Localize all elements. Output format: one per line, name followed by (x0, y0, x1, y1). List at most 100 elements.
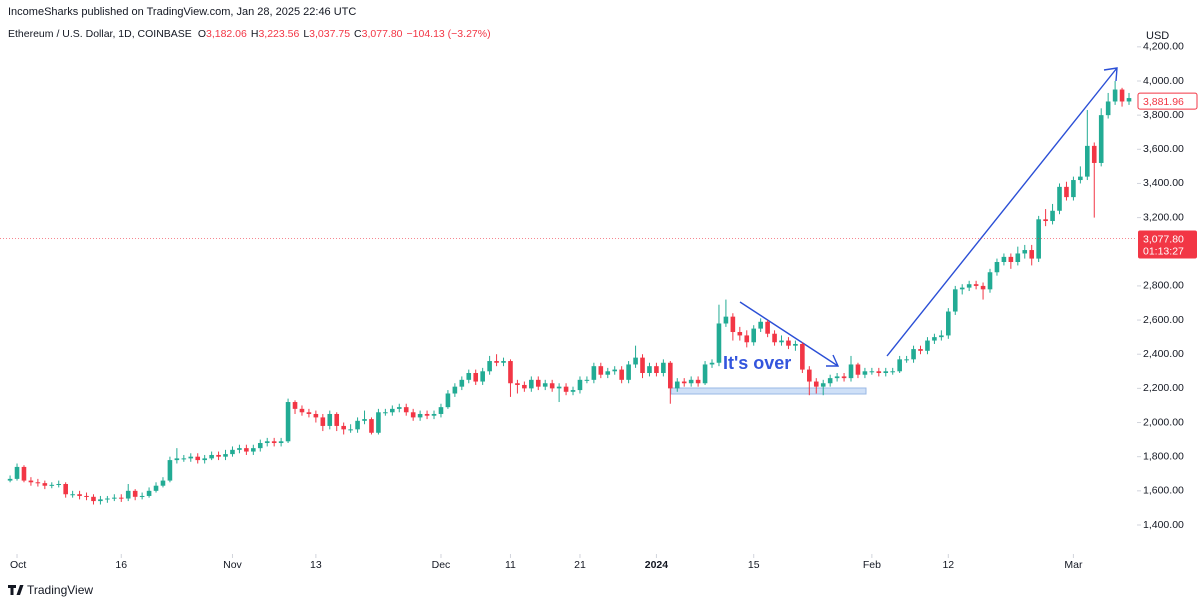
candle-body (21, 466, 27, 481)
candle-body (355, 420, 360, 430)
candle-body (146, 490, 152, 496)
candle-body (841, 376, 847, 379)
x-tick-label: Feb (863, 559, 881, 571)
candle-body (480, 371, 485, 382)
down-arrow (739, 301, 839, 367)
candle-body (445, 393, 451, 408)
logo (8, 585, 24, 595)
candle-body (306, 412, 312, 414)
x-tick-label: Dec (432, 559, 451, 571)
candle-body (396, 407, 402, 409)
x-tick-label: 2024 (645, 559, 669, 571)
candle-body (77, 494, 82, 496)
candle-body (598, 366, 604, 375)
y-tick-label: 1,400.00 (1143, 519, 1184, 531)
candle-body (42, 483, 48, 486)
candle-body (28, 480, 34, 483)
ohlc-key: C (354, 28, 362, 40)
candle-body (237, 448, 242, 450)
y-tick-label: 3,600.00 (1143, 143, 1184, 155)
y-tick-label: 2,000.00 (1143, 416, 1184, 428)
candle-body (278, 441, 284, 444)
y-tick-label: 2,600.00 (1143, 314, 1184, 326)
candle-body (98, 499, 103, 502)
symbol: Ethereum / U.S. Dollar, 1D, COINBASE (8, 28, 192, 40)
up-arrow (886, 67, 1118, 357)
candle-body (508, 361, 513, 384)
candle-body (181, 458, 187, 460)
candle-body (299, 408, 305, 413)
x-tick-label: 12 (942, 559, 954, 571)
candle-body (939, 335, 944, 338)
marker-price-box (1137, 92, 1198, 110)
x-tick-label: 21 (574, 559, 586, 571)
candle-body (230, 449, 235, 455)
x-tick-label: Nov (223, 559, 242, 571)
ohlc-key: H (251, 28, 259, 40)
x-tick-label: 16 (115, 559, 127, 571)
candle-body (410, 412, 416, 418)
candle-body (535, 379, 541, 387)
candle-body (285, 402, 291, 442)
candle-body (1085, 145, 1090, 177)
candle-body (494, 361, 499, 363)
candle-body (1022, 250, 1028, 254)
candle-body (1015, 253, 1021, 263)
candle-body (369, 419, 374, 433)
candle-body (661, 362, 666, 374)
candle-body (35, 482, 41, 484)
candle-body (1064, 186, 1069, 198)
candle-body (383, 412, 388, 414)
candle-body (487, 361, 492, 372)
candle-body (772, 333, 777, 343)
candle-body (925, 340, 930, 351)
candle-body (626, 364, 631, 380)
candle-body (118, 497, 124, 499)
candle-body (890, 371, 896, 373)
candle-body (459, 379, 465, 387)
candle-body (807, 369, 812, 382)
candle-body (452, 386, 458, 394)
candle-body (883, 371, 889, 374)
candle-body (313, 413, 319, 418)
candle-body (918, 349, 923, 351)
candle-body (292, 402, 298, 409)
candle-body (49, 484, 55, 486)
last-price-box (1138, 230, 1197, 259)
candle-body (257, 443, 263, 449)
x-tick-label: 13 (310, 559, 322, 571)
candle-body (84, 495, 89, 497)
x-tick-label: Oct (10, 559, 26, 571)
candle-body (1008, 256, 1014, 263)
candle-body (723, 316, 729, 324)
candle-body (904, 359, 909, 361)
candle-body (737, 332, 743, 336)
candle-body (730, 316, 736, 333)
candle-body (438, 407, 444, 414)
support-zone (670, 387, 867, 395)
candle-body (876, 371, 882, 374)
arrows (739, 67, 1118, 367)
candle-body (209, 454, 214, 459)
y-tick-label: 4,200.00 (1143, 41, 1184, 53)
candle-body (174, 458, 180, 461)
ohlc-value: 3,223.56 (258, 28, 299, 40)
candle-body (112, 497, 117, 499)
x-tick-label: 15 (748, 559, 760, 571)
y-tick-label: 2,800.00 (1143, 280, 1184, 292)
candle-body (793, 343, 798, 346)
candle-body (403, 407, 409, 413)
candle-body (563, 386, 569, 392)
candle-body (681, 381, 687, 384)
candle-body (1057, 186, 1062, 211)
candle-body (91, 496, 96, 502)
candle-body (14, 466, 20, 479)
candle-body (216, 454, 221, 457)
candle-body (674, 381, 680, 389)
candle-body (577, 379, 583, 391)
candle-body (827, 378, 833, 384)
candle-body (911, 349, 916, 360)
y-tick-label: 2,400.00 (1143, 348, 1184, 360)
candle-body (786, 340, 791, 346)
change: −104.13 (−3.27%) (407, 28, 491, 40)
